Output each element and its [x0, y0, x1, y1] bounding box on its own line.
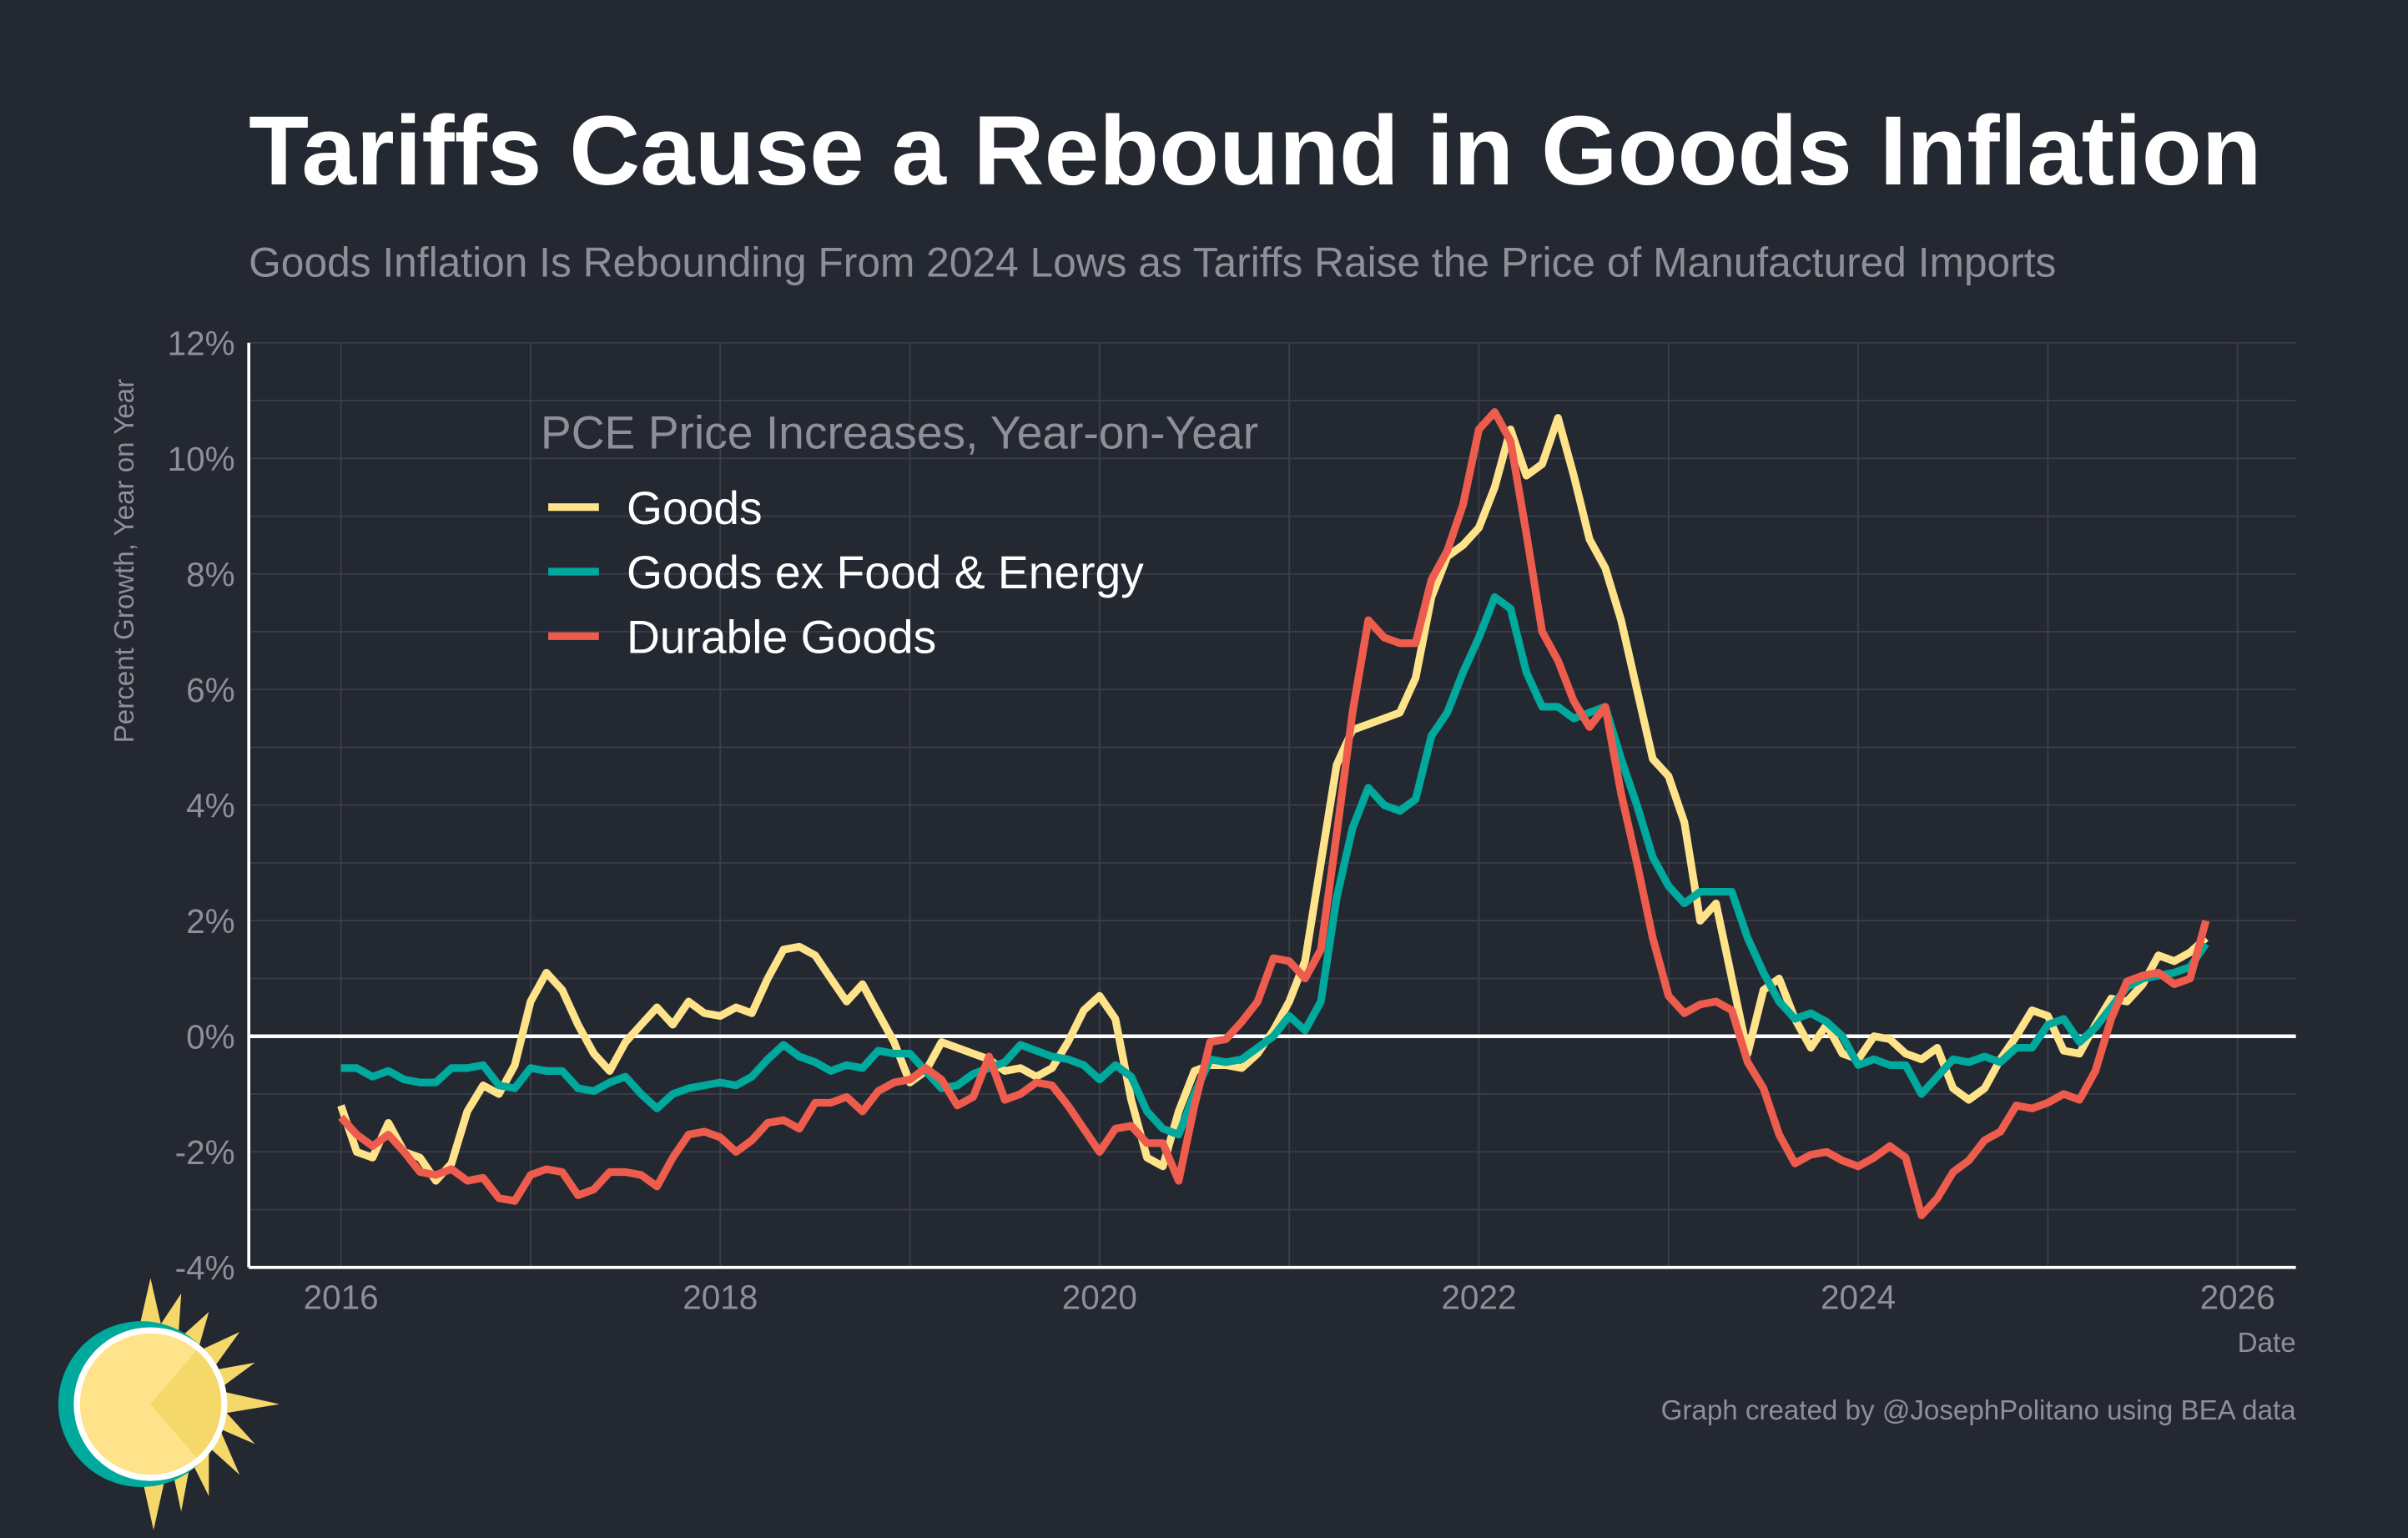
x-tick-label: 2024	[1821, 1278, 1896, 1316]
chart-caption: Graph created by @JosephPolitano using B…	[1661, 1395, 2297, 1426]
y-axis-ticks: -4% -2% 0% 2% 4% 6% 8% 10% 12%	[168, 324, 235, 1287]
y-tick-label: 12%	[168, 324, 235, 362]
legend-title: PCE Price Increases, Year-on-Year	[541, 407, 1258, 459]
y-tick-label: 8%	[186, 555, 235, 593]
series-lines	[337, 408, 2210, 1219]
x-axis-label: Date	[2238, 1328, 2296, 1359]
y-tick-label: -2%	[175, 1133, 235, 1172]
chart-subtitle: Goods Inflation Is Rebounding From 2024 …	[249, 240, 2056, 286]
legend-label-durable-goods: Durable Goods	[627, 612, 936, 663]
legend-label-goods-ex-food-energy: Goods ex Food & Energy	[627, 547, 1144, 598]
legend: PCE Price Increases, Year-on-Year Goods …	[541, 407, 1258, 663]
series-line-goods-ex-food-energy	[340, 593, 2209, 1139]
y-tick-label: 0%	[186, 1017, 235, 1056]
x-tick-label: 2018	[683, 1278, 758, 1316]
series-line-durable-goods	[338, 408, 2210, 1219]
x-axis-ticks: 2016 2018 2020 2022 2024 2026	[304, 1278, 2275, 1316]
y-axis-label: Percent Growth, Year on Year	[109, 379, 140, 743]
legend-label-goods: Goods	[627, 482, 763, 534]
chart-title: Tariffs Cause a Rebound in Goods Inflati…	[249, 95, 2261, 205]
y-tick-label: 4%	[186, 786, 235, 824]
y-tick-label: 10%	[168, 440, 235, 478]
x-tick-label: 2026	[2200, 1278, 2275, 1316]
x-tick-label: 2016	[304, 1278, 379, 1316]
sun-icon	[58, 1278, 280, 1530]
y-tick-label: 2%	[186, 902, 235, 940]
y-tick-label: -4%	[175, 1248, 235, 1287]
x-tick-label: 2020	[1062, 1278, 1137, 1316]
y-tick-label: 6%	[186, 671, 235, 709]
x-tick-label: 2022	[1441, 1278, 1516, 1316]
